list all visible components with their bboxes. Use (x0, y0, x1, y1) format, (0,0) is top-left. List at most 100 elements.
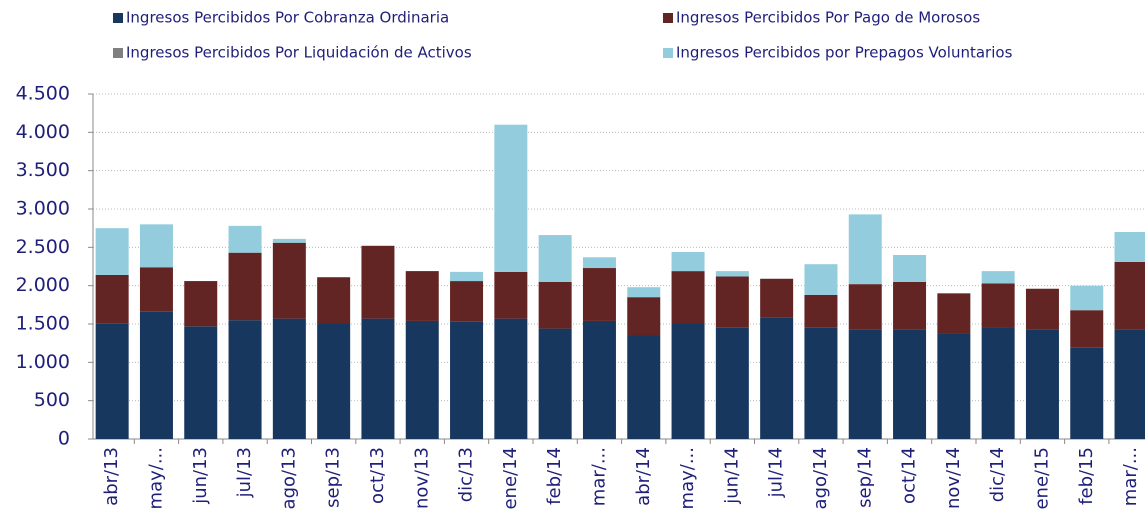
bar-segment (139, 311, 173, 439)
x-tick-label: jun/13 (190, 447, 211, 505)
bar-segment (981, 271, 1015, 284)
x-tick-label: ene/15 (1031, 447, 1052, 510)
bar-segment (1025, 329, 1059, 439)
x-tick-label: jun/14 (721, 447, 742, 505)
bar-segment (937, 293, 971, 334)
x-tick-label: may/... (145, 447, 166, 509)
bar-segment (184, 326, 218, 439)
bar-segment (317, 324, 351, 439)
legend-swatch (663, 48, 673, 58)
bar-segment (627, 287, 661, 298)
bar-segment (804, 294, 838, 328)
bar-segment (804, 327, 838, 439)
bar-segment (317, 277, 351, 324)
x-tick-label: oct/13 (367, 447, 388, 504)
bar-segment (1070, 310, 1104, 348)
x-tick-label: feb/15 (1076, 447, 1097, 505)
bar-segment (893, 281, 927, 330)
legend-label: Ingresos Percibidos Por Pago de Morosos (676, 9, 980, 27)
bar-segment (981, 283, 1015, 328)
bar-segment (715, 271, 749, 277)
bar-segment (1025, 288, 1059, 330)
bar-segment (228, 252, 262, 321)
x-tick-label: jul/14 (766, 447, 787, 498)
bar-segment (1114, 232, 1145, 262)
x-tick-label: oct/14 (899, 447, 920, 504)
bar-segment (272, 318, 306, 439)
x-tick-label: mar/... (588, 447, 609, 506)
bar-segment (538, 281, 572, 329)
bar-segment (1070, 285, 1104, 311)
bar-segment (139, 267, 173, 312)
bar-segment (671, 251, 705, 272)
bar-segment (139, 224, 173, 268)
bar-segment (95, 228, 129, 275)
bar-segment (450, 271, 484, 282)
bar-segment (1070, 347, 1104, 439)
x-tick-label: sep/13 (323, 447, 344, 508)
bar-segment (450, 281, 484, 322)
y-tick-label: 4.500 (16, 83, 70, 105)
bar-segment (671, 271, 705, 324)
bar-segment (361, 318, 395, 439)
legend-swatch (113, 13, 123, 23)
bar-segment (627, 297, 661, 336)
x-tick-label: mar/... (1120, 447, 1141, 506)
bar-segment (893, 329, 927, 439)
bar-segment (228, 225, 262, 253)
bar-segment (361, 245, 395, 319)
bar-segment (494, 124, 528, 272)
bar-segment (848, 329, 882, 439)
legend-label: Ingresos Percibidos por Prepagos Volunta… (676, 44, 1013, 62)
bar-segment (228, 320, 262, 439)
y-tick-label: 0 (58, 428, 70, 450)
x-tick-label: ago/13 (278, 447, 299, 509)
bar-segment (95, 274, 129, 324)
bar-segment (760, 317, 794, 439)
x-tick-label: ago/14 (810, 447, 831, 509)
bar-segment (272, 238, 306, 243)
bar-segment (95, 323, 129, 439)
legend-swatch (113, 48, 123, 58)
x-tick-label: nov/13 (411, 447, 432, 509)
y-tick-label: 4.000 (16, 121, 70, 143)
y-tick-label: 2.500 (16, 236, 70, 258)
bar-segment (494, 271, 528, 319)
bar-segment (715, 327, 749, 439)
y-tick-label: 3.500 (16, 159, 70, 181)
bar-segment (405, 271, 439, 321)
legend-label: Ingresos Percibidos Por Cobranza Ordinar… (126, 9, 449, 27)
y-tick-label: 2.000 (16, 274, 70, 296)
y-tick-label: 3.000 (16, 198, 70, 220)
bar-segment (848, 284, 882, 330)
bar-segment (715, 276, 749, 328)
bar-segment (582, 257, 616, 269)
x-tick-label: feb/14 (544, 447, 565, 505)
bar-segment (1114, 261, 1145, 330)
x-tick-label: sep/14 (854, 447, 875, 508)
x-tick-label: abr/13 (101, 447, 122, 506)
bar-segment (582, 268, 616, 321)
bar-segment (538, 235, 572, 282)
bar-segment (450, 321, 484, 439)
x-tick-label: nov/14 (943, 447, 964, 509)
legend-label: Ingresos Percibidos Por Liquidación de A… (126, 44, 472, 62)
x-tick-label: dic/14 (987, 447, 1008, 502)
bar-segment (671, 324, 705, 439)
bar-segment (1114, 329, 1145, 439)
bar-segment (893, 255, 927, 282)
legend-swatch (663, 13, 673, 23)
x-tick-label: jul/13 (234, 447, 255, 498)
y-tick-label: 1.000 (16, 351, 70, 373)
bar-segment (582, 320, 616, 439)
y-tick-label: 1.500 (16, 313, 70, 335)
bar-segment (937, 333, 971, 439)
bar-segment (981, 327, 1015, 439)
x-tick-label: abr/14 (633, 447, 654, 506)
x-tick-label: dic/13 (456, 447, 477, 502)
bar-segment (627, 335, 661, 439)
bar-segment (538, 328, 572, 439)
bar-segment (272, 242, 306, 319)
bar-segment (184, 281, 218, 327)
